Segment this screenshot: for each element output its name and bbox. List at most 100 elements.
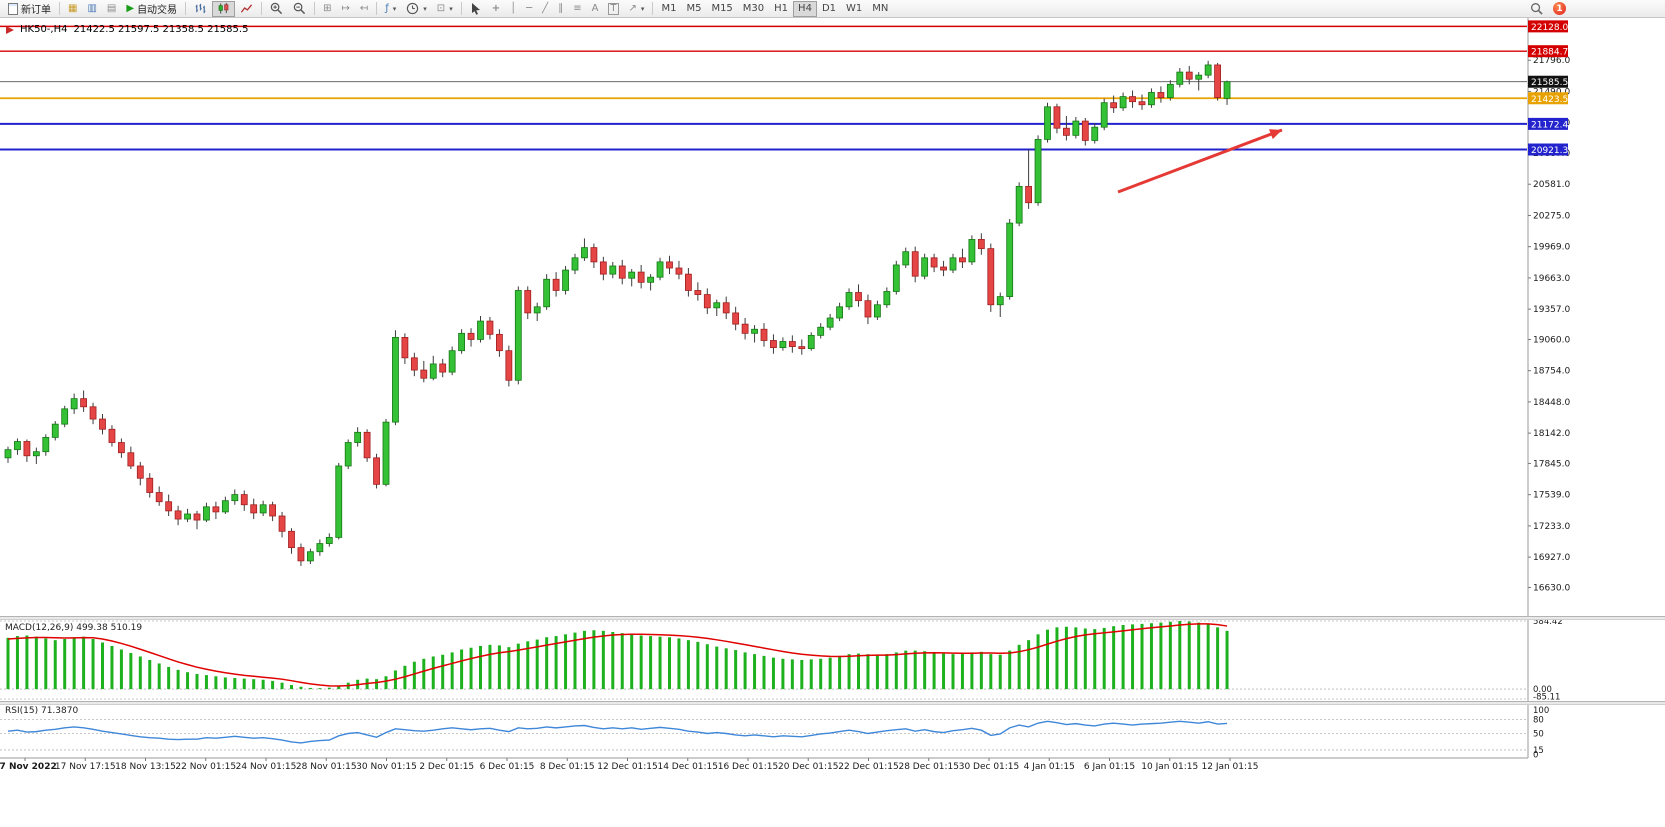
candle-body — [1129, 96, 1136, 103]
candle-body — [269, 504, 277, 517]
autotrading-button[interactable]: ▶ 自动交易 — [121, 1, 182, 17]
text-icon: A — [591, 2, 599, 14]
candle-body — [590, 247, 598, 263]
navigator-button[interactable]: ▤ — [102, 1, 121, 17]
arrows-button[interactable]: ↗ ▾ — [624, 1, 650, 17]
auto-scroll-button[interactable]: ↦ — [336, 1, 354, 17]
navigator-icon: ▤ — [106, 2, 117, 14]
new-order-button[interactable]: 新订单 — [3, 1, 56, 17]
timeframe-label: M5 — [686, 3, 702, 14]
price-label-box — [1528, 20, 1568, 33]
candle-body — [127, 452, 135, 467]
chart-ohlc: 21422.5 21597.5 21358.5 21585.5 — [73, 24, 249, 35]
search-button[interactable] — [1525, 1, 1548, 17]
zoom-out-button[interactable] — [288, 1, 311, 17]
timeframe-label: MN — [872, 3, 889, 14]
candle-body — [543, 278, 551, 308]
toolbar-separator — [314, 2, 316, 15]
macd-indicator-label: MACD(12,26,9) 499.38 510.19 — [5, 623, 142, 633]
text-label-icon: T — [608, 2, 619, 15]
price-axis-label: 17845.0 — [1533, 459, 1570, 469]
data-window-icon: ▥ — [87, 2, 97, 14]
candle-body — [259, 504, 267, 514]
timeframe-h4-button[interactable]: H4 — [793, 0, 817, 17]
candlestick-chart-button[interactable] — [212, 0, 236, 17]
indicators-button[interactable]: ƒ ▾ — [380, 1, 401, 17]
bid-price-label-box — [1528, 75, 1568, 88]
price-label-box — [1528, 143, 1568, 156]
candle-body — [1006, 222, 1014, 297]
candle-body — [477, 320, 484, 340]
rsi-panel-divider[interactable] — [0, 701, 1665, 705]
time-axis-label: 24 Nov 01:15 — [236, 762, 297, 772]
indicators-icon: ƒ — [385, 2, 389, 14]
rsi-line — [7, 720, 1228, 744]
chart-symbol: HK50-,H4 — [20, 24, 68, 35]
candle-body — [250, 504, 258, 514]
line-chart-button[interactable] — [235, 1, 258, 17]
price-axis-label: 17539.0 — [1533, 491, 1570, 501]
trend-arrow-annotation[interactable] — [1117, 128, 1283, 194]
candle-body — [1138, 101, 1146, 106]
price-axis-label: 17233.0 — [1533, 522, 1570, 532]
notification-badge[interactable]: 1 — [1553, 2, 1566, 15]
candle-body — [401, 337, 409, 359]
timeframe-m1-button[interactable]: M1 — [656, 1, 681, 17]
text-label-button[interactable]: T — [603, 1, 623, 17]
rsi-axis-label: 100 — [1533, 706, 1549, 716]
time-axis-label: 12 Jan 01:15 — [1202, 762, 1259, 772]
data-window-button[interactable]: ▥ — [82, 1, 101, 17]
macd-panel-divider[interactable] — [0, 616, 1665, 620]
search-icon — [1531, 3, 1543, 15]
timeframe-h1-button[interactable]: H1 — [769, 1, 793, 17]
crosshair-button[interactable]: + — [487, 1, 505, 17]
timeframe-d1-button[interactable]: D1 — [817, 1, 841, 17]
candle-body — [618, 265, 626, 279]
candle-body — [1015, 185, 1023, 224]
candle-body — [741, 323, 749, 334]
line-chart-icon — [240, 4, 253, 13]
templates-button[interactable]: ⊡ ▾ — [432, 1, 458, 17]
fibonacci-button[interactable]: ≡ — [568, 1, 586, 17]
candle-body — [845, 292, 853, 308]
text-button[interactable]: A — [587, 1, 604, 17]
timeframe-w1-button[interactable]: W1 — [841, 1, 867, 17]
zoom-in-button[interactable] — [265, 1, 288, 17]
candle-body — [874, 304, 881, 318]
bar-chart-button[interactable] — [189, 1, 212, 17]
timeframe-m5-button[interactable]: M5 — [681, 1, 706, 17]
candle-body — [203, 506, 210, 521]
price-label-text: 21884.7 — [1531, 48, 1568, 58]
candle-body — [439, 363, 447, 373]
candle-body — [420, 369, 428, 379]
time-axis-label: 16 Dec 01:15 — [718, 762, 779, 772]
cursor-button[interactable] — [465, 1, 487, 17]
tile-windows-button[interactable]: ⊞ — [318, 1, 336, 17]
candle-body — [760, 328, 768, 341]
vertical-line-button[interactable]: │ — [505, 1, 521, 17]
price-label-box — [1528, 45, 1568, 58]
periods-button[interactable]: ▾ — [401, 1, 432, 17]
horizontal-line-button[interactable]: ─ — [521, 1, 537, 17]
timeframe-m15-button[interactable]: M15 — [706, 1, 737, 17]
candle-body — [1157, 92, 1165, 98]
timeframe-m30-button[interactable]: M30 — [738, 1, 769, 17]
market-watch-button[interactable]: ▦ — [63, 1, 82, 17]
candle-body — [1204, 64, 1212, 76]
candle-body — [1044, 106, 1051, 140]
candle-body — [495, 333, 503, 352]
candle-body — [562, 269, 569, 291]
time-axis-label: 17 Nov 2022 — [0, 762, 57, 772]
trendline-button[interactable]: ╱ — [537, 1, 553, 17]
rsi-value: 71.3870 — [40, 706, 79, 716]
macd-values: 499.38 510.19 — [76, 623, 143, 633]
candle-body — [921, 257, 929, 277]
candle-body — [1185, 71, 1193, 80]
candle-body — [675, 267, 683, 275]
timeframe-mn-button[interactable]: MN — [867, 1, 893, 17]
chart-shift-button[interactable]: ↤ — [355, 1, 373, 17]
channel-button[interactable]: ∥ — [553, 1, 568, 17]
candle-body — [977, 239, 985, 250]
